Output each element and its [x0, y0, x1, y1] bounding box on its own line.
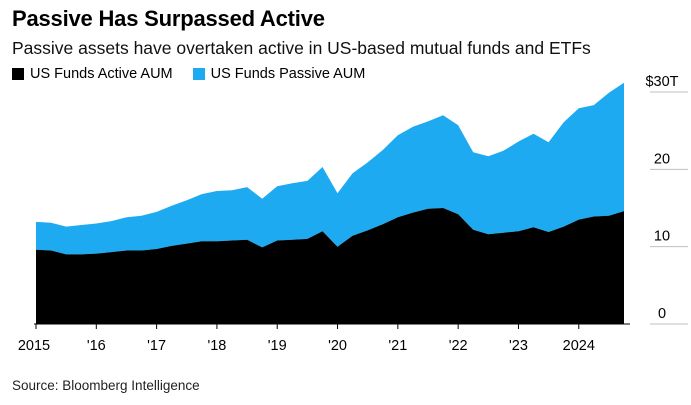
x-tick-label: '17 — [147, 338, 166, 354]
x-tick-label: 2015 — [18, 338, 50, 354]
chart-title: Passive Has Surpassed Active — [12, 6, 325, 31]
x-tick-label: 2024 — [563, 338, 595, 354]
chart-subtitle: Passive assets have overtaken active in … — [12, 38, 591, 58]
y-tick-label: 10 — [654, 229, 670, 245]
y-tick-label: 20 — [654, 151, 670, 167]
x-tick-label: '22 — [449, 338, 468, 354]
y-tick-label: 0 — [658, 306, 666, 322]
legend-label-passive: US Funds Passive AUM — [210, 66, 366, 82]
series-passive-area — [36, 82, 624, 255]
legend: US Funds Active AUM US Funds Passive AUM — [12, 66, 385, 82]
source-note: Source: Bloomberg Intelligence — [12, 378, 200, 393]
legend-label-active: US Funds Active AUM — [30, 66, 173, 82]
x-tick-label: '21 — [388, 338, 407, 354]
y-tick-label: $30T — [645, 74, 678, 90]
legend-swatch-active — [12, 68, 24, 80]
x-tick-label: '23 — [509, 338, 528, 354]
series-active-area — [36, 208, 624, 324]
x-tick-label: '19 — [268, 338, 287, 354]
x-tick-label: '16 — [87, 338, 106, 354]
legend-item-passive: US Funds Passive AUM — [192, 66, 366, 82]
legend-swatch-passive — [192, 68, 205, 80]
legend-item-active: US Funds Active AUM — [12, 66, 173, 82]
x-tick-label: '18 — [207, 338, 226, 354]
x-tick-label: '20 — [328, 338, 347, 354]
